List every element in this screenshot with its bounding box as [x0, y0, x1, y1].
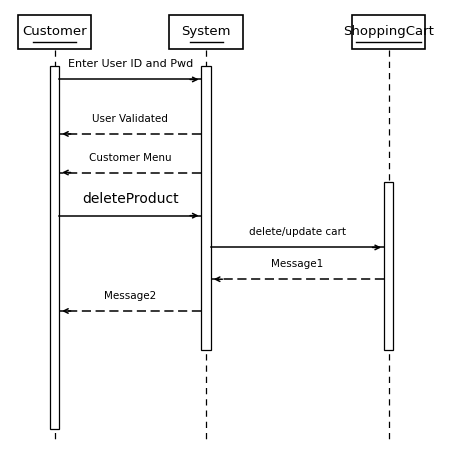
Bar [352, 15, 426, 49]
Text: User Validated: User Validated [92, 114, 168, 124]
Text: delete/update cart: delete/update cart [249, 227, 346, 237]
Text: Enter User ID and Pwd: Enter User ID and Pwd [68, 59, 193, 69]
Text: deleteProduct: deleteProduct [82, 192, 179, 206]
Bar [201, 66, 211, 350]
Text: ShoppingCart: ShoppingCart [343, 25, 434, 38]
Bar [169, 15, 243, 49]
Text: Customer: Customer [22, 25, 87, 38]
Text: System: System [182, 25, 231, 38]
Bar [18, 15, 91, 49]
Bar [384, 182, 393, 350]
Text: Customer Menu: Customer Menu [89, 153, 172, 163]
Text: Message1: Message1 [271, 259, 324, 269]
Bar [50, 66, 59, 429]
Text: Message2: Message2 [104, 291, 156, 301]
